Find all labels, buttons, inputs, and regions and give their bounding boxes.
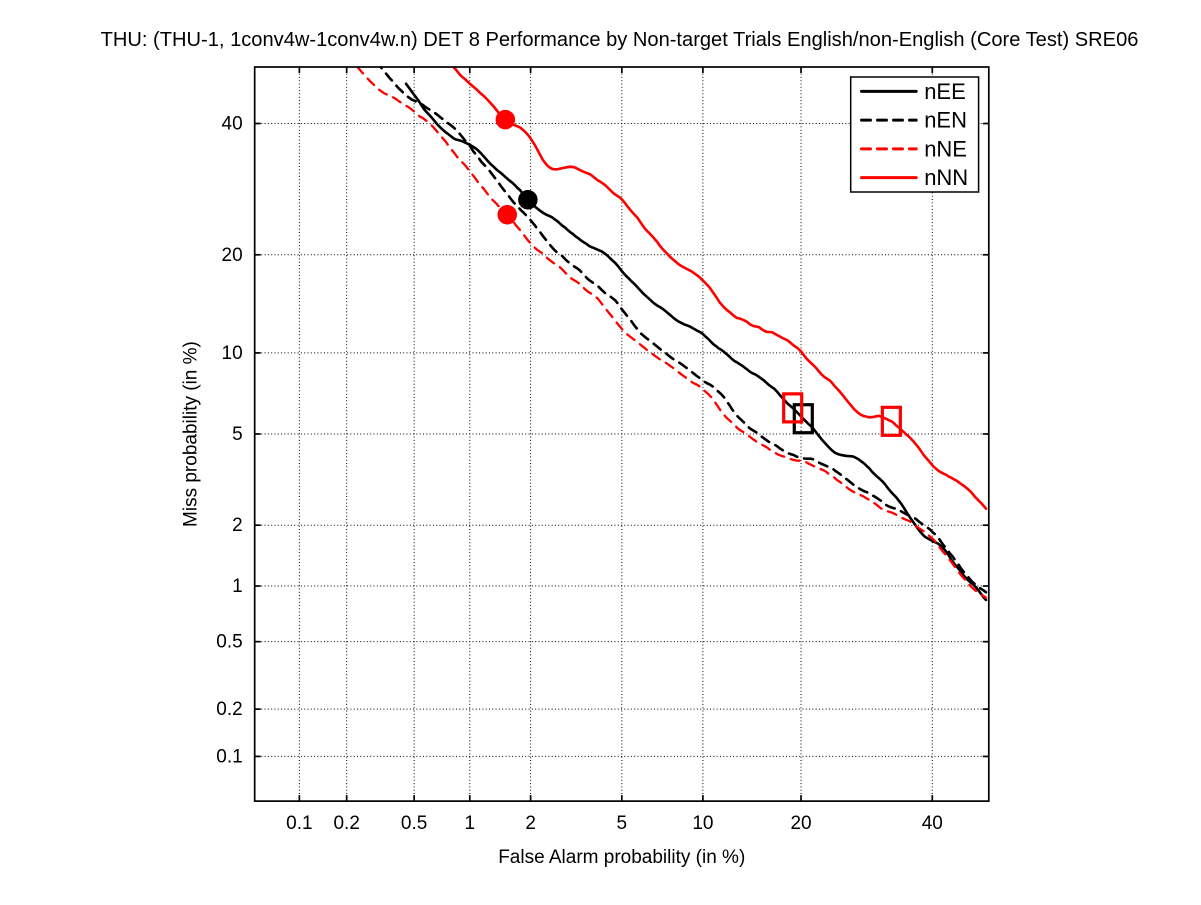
- svg-text:nEE: nEE: [924, 79, 966, 104]
- svg-text:2: 2: [232, 515, 243, 536]
- svg-text:40: 40: [222, 114, 243, 135]
- svg-text:5: 5: [617, 813, 628, 834]
- svg-text:0.1: 0.1: [286, 813, 312, 834]
- svg-text:0.2: 0.2: [333, 813, 359, 834]
- svg-text:40: 40: [922, 813, 943, 834]
- svg-text:0.1: 0.1: [216, 746, 242, 767]
- svg-text:Miss probability (in %): Miss probability (in %): [181, 341, 202, 527]
- svg-text:0.5: 0.5: [216, 632, 242, 653]
- svg-text:20: 20: [790, 813, 811, 834]
- svg-text:20: 20: [222, 245, 243, 266]
- svg-text:5: 5: [232, 424, 243, 445]
- svg-text:False Alarm probability (in %): False Alarm probability (in %): [498, 847, 745, 868]
- svg-text:THU: (THU-1, 1conv4w-1conv4w.n: THU: (THU-1, 1conv4w-1conv4w.n) DET 8 Pe…: [101, 29, 1139, 51]
- svg-text:0.5: 0.5: [401, 813, 427, 834]
- svg-text:nEN: nEN: [924, 108, 967, 133]
- svg-text:10: 10: [222, 343, 243, 364]
- svg-text:nNN: nNN: [924, 165, 968, 190]
- svg-text:1: 1: [465, 813, 476, 834]
- svg-text:nNE: nNE: [924, 136, 967, 161]
- svg-text:10: 10: [692, 813, 713, 834]
- svg-text:2: 2: [525, 813, 536, 834]
- svg-text:1: 1: [232, 576, 243, 597]
- svg-text:0.2: 0.2: [216, 699, 242, 720]
